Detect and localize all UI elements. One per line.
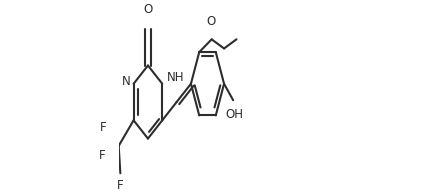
Text: O: O (143, 3, 153, 16)
Text: F: F (117, 179, 124, 192)
Text: OH: OH (226, 108, 244, 121)
Text: NH: NH (167, 71, 184, 84)
Text: N: N (122, 75, 131, 88)
Text: F: F (99, 149, 105, 162)
Text: F: F (99, 121, 106, 134)
Text: O: O (206, 15, 215, 28)
